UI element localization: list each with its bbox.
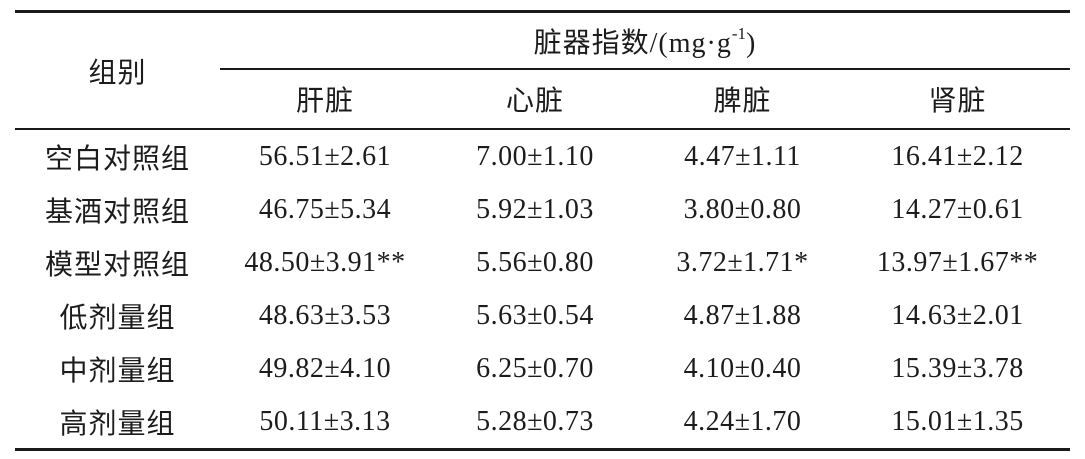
value-cell: 50.11±3.13 bbox=[259, 405, 391, 437]
group-label: 基酒对照组 bbox=[44, 196, 190, 228]
value-cell: 3.80±0.80 bbox=[683, 193, 802, 225]
table-row: 基酒对照组 46.75±5.34 5.92±1.03 3.80±0.80 14.27±0… bbox=[15, 183, 1070, 236]
value-cell: 4.47±1.11 bbox=[684, 140, 801, 172]
value-cell: 7.00±1.10 bbox=[476, 140, 594, 172]
value-cell: 16.41±2.12 bbox=[891, 140, 1024, 172]
value-cell: 6.25±0.70 bbox=[476, 352, 594, 384]
group-label: 高剂量组 bbox=[59, 408, 176, 440]
value-cell: 15.01±1.35 bbox=[891, 405, 1024, 437]
value-cell: 14.27±0.61 bbox=[891, 193, 1024, 225]
header-row-span: 组别 脏器指数/(mg·g-1) bbox=[15, 11, 1071, 130]
value-cell: 56.51±2.61 bbox=[258, 140, 392, 172]
value-cell: 5.92±1.03 bbox=[476, 193, 594, 225]
value-cell: 5.63±0.54 bbox=[476, 299, 594, 331]
organ-index-unit-close: ) bbox=[746, 27, 757, 59]
value-cell: 5.56±0.80 bbox=[476, 246, 594, 278]
value-cell: 13.97±1.67** bbox=[876, 246, 1039, 278]
value-cell: 4.10±0.40 bbox=[683, 352, 802, 384]
table-header: 组别 脏器指数/(mg·g-1) 肝脏 心脏 脾脏 肾脏 bbox=[15, 11, 1071, 130]
value-cell: 3.72±1.71* bbox=[676, 246, 809, 278]
value-cell: 48.50±3.91** bbox=[244, 246, 406, 278]
organ-index-unit-header: 脏器指数/(mg·g-1) bbox=[220, 11, 1071, 70]
column-header-kidney: 肾脏 bbox=[845, 69, 1071, 130]
header-row-organs: 肝脏 心脏 脾脏 肾脏 bbox=[15, 69, 1071, 130]
table-row: 模型对照组 48.50±3.91** 5.56±0.80 3.72±1.71* 13.9… bbox=[15, 236, 1070, 289]
table-row: 中剂量组 49.82±4.10 6.25±0.70 4.10±0.40 15.39±3.… bbox=[15, 342, 1070, 395]
value-cell: 46.75±5.34 bbox=[258, 193, 392, 225]
table-row: 高剂量组 50.11±3.13 5.28±0.73 4.24±1.70 15.01±1.… bbox=[15, 395, 1070, 450]
value-cell: 49.82±4.10 bbox=[258, 352, 392, 384]
value-cell: 5.28±0.73 bbox=[476, 405, 594, 437]
table-body: 空白对照组 56.51±2.61 7.00±1.10 4.47±1.11 16.41±2… bbox=[15, 129, 1070, 450]
table-row: 低剂量组 48.63±3.53 5.63±0.54 4.87±1.88 14.63±2.… bbox=[15, 289, 1070, 342]
value-cell: 4.24±1.70 bbox=[683, 405, 802, 437]
organ-index-table: 组别 脏器指数/(mg·g-1) 肝脏 心脏 脾脏 肾脏 空白对照组 56.51±… bbox=[15, 10, 1071, 451]
group-label: 中剂量组 bbox=[59, 355, 176, 387]
organ-index-unit-exponent: -1 bbox=[731, 24, 747, 44]
value-cell: 48.63±3.53 bbox=[258, 299, 392, 331]
group-column-header: 组别 bbox=[15, 11, 220, 130]
group-label: 低剂量组 bbox=[59, 302, 176, 334]
column-header-liver: 肝脏 bbox=[220, 69, 430, 130]
organ-index-unit-base: 脏器指数/(mg·g bbox=[533, 27, 732, 59]
value-cell: 14.63±2.01 bbox=[891, 299, 1024, 331]
value-cell: 15.39±3.78 bbox=[891, 352, 1024, 384]
table-row: 空白对照组 56.51±2.61 7.00±1.10 4.47±1.11 16.41±2… bbox=[15, 129, 1070, 183]
group-label: 模型对照组 bbox=[44, 249, 190, 281]
value-cell: 4.87±1.88 bbox=[683, 299, 802, 331]
column-header-heart: 心脏 bbox=[430, 69, 640, 130]
column-header-spleen: 脾脏 bbox=[640, 69, 845, 130]
group-label: 空白对照组 bbox=[44, 143, 190, 175]
